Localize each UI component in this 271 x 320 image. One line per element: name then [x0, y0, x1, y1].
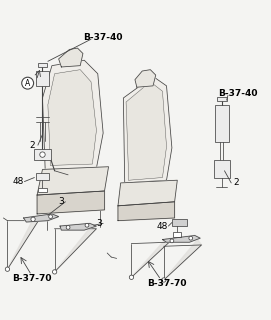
Circle shape [22, 77, 34, 89]
Polygon shape [55, 225, 96, 272]
Bar [38, 63, 47, 67]
Text: A: A [25, 79, 30, 88]
Text: 48: 48 [12, 177, 24, 186]
Polygon shape [37, 191, 105, 214]
Polygon shape [162, 236, 200, 242]
Bar [36, 71, 49, 86]
Polygon shape [118, 202, 175, 221]
Circle shape [40, 152, 45, 157]
Text: 3: 3 [59, 197, 64, 206]
Circle shape [49, 215, 53, 219]
Text: 48: 48 [157, 221, 168, 230]
Circle shape [85, 223, 89, 227]
Circle shape [162, 278, 166, 282]
Polygon shape [24, 214, 59, 222]
Polygon shape [60, 223, 96, 230]
Polygon shape [118, 180, 177, 206]
Polygon shape [135, 70, 156, 87]
Text: B-37-40: B-37-40 [83, 33, 123, 42]
Bar [34, 149, 51, 160]
Text: B-37-40: B-37-40 [218, 90, 258, 99]
Polygon shape [59, 48, 83, 67]
Circle shape [129, 275, 134, 279]
Polygon shape [7, 217, 38, 269]
Polygon shape [126, 82, 166, 180]
Bar [172, 219, 187, 226]
Polygon shape [43, 60, 103, 169]
Text: 2: 2 [234, 179, 239, 188]
Circle shape [66, 226, 70, 229]
Bar [36, 173, 49, 180]
Bar [38, 188, 47, 192]
Polygon shape [48, 70, 96, 165]
Circle shape [53, 270, 57, 274]
Text: 3: 3 [96, 219, 102, 228]
Polygon shape [131, 238, 169, 277]
Circle shape [170, 239, 174, 243]
Text: 2: 2 [29, 141, 34, 150]
Circle shape [5, 267, 9, 271]
Text: B-37-70: B-37-70 [12, 274, 51, 283]
Polygon shape [164, 240, 202, 280]
Circle shape [189, 236, 193, 240]
Polygon shape [37, 167, 109, 195]
Bar [173, 232, 181, 237]
Circle shape [31, 217, 35, 221]
Bar [217, 97, 227, 101]
Bar [215, 105, 228, 142]
Bar [214, 160, 230, 178]
Text: B-37-70: B-37-70 [147, 279, 186, 288]
Polygon shape [123, 76, 172, 183]
